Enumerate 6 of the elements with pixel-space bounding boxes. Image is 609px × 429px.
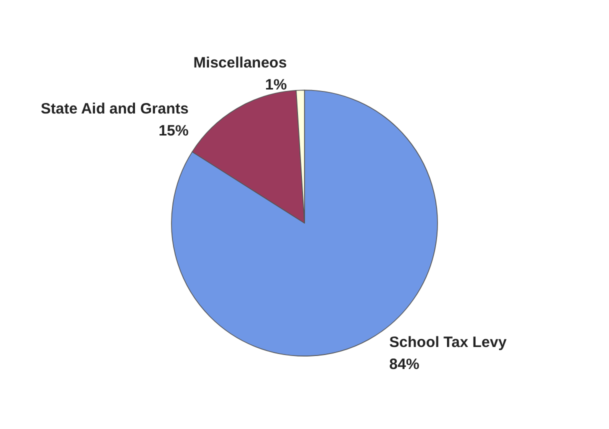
slice-label: School Tax Levy bbox=[389, 334, 508, 352]
data-label: 84% bbox=[389, 356, 420, 374]
slice-label: State Aid and Grants bbox=[40, 100, 189, 118]
data-label: 1% bbox=[265, 76, 287, 94]
slice-label: Miscellaneos bbox=[193, 54, 287, 72]
data-label: 15% bbox=[158, 122, 189, 140]
